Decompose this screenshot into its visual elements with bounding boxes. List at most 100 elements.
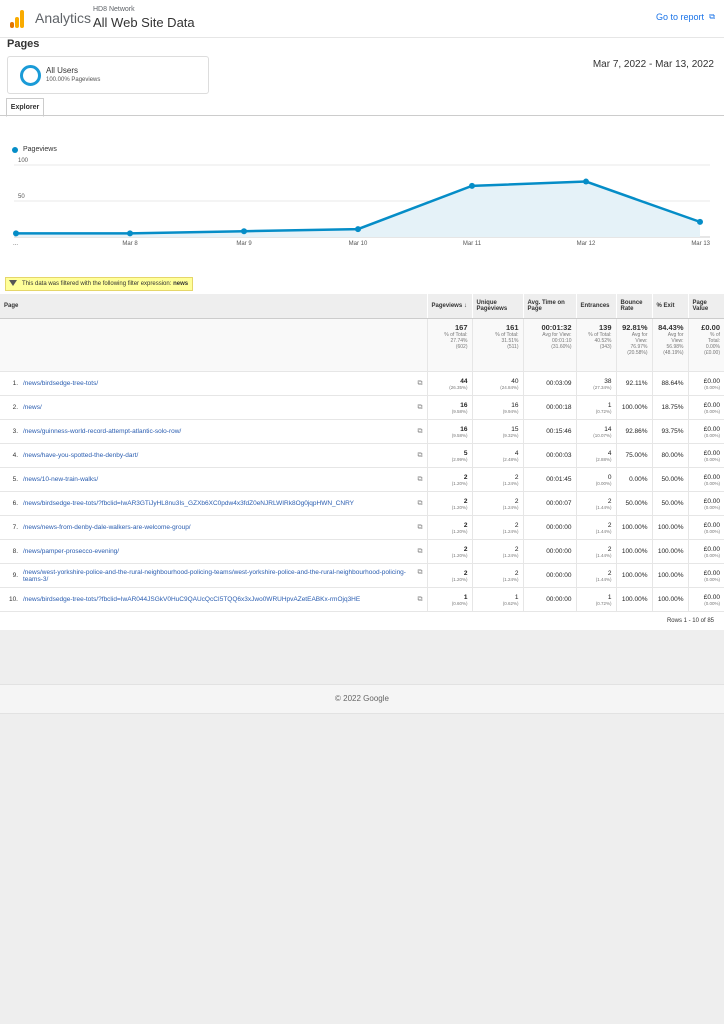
column-header[interactable]: Avg. Time on Page [523,294,577,319]
copy-icon[interactable]: ⧉ [417,547,423,555]
metric-value: 2 [463,473,468,481]
metric-cell: 5 (2.99%) [426,443,472,468]
metric-value: 100.00% [621,548,648,555]
metric-value: 00:00:00 [546,524,572,531]
property-view-name[interactable]: All Web Site Data [93,15,195,30]
page-link[interactable]: /news/guinness-world-record-attempt-atla… [23,427,182,435]
page-cell: ⧉ 6. /news/birdsedge-tree-tots/?fbclid=IwA… [0,491,427,516]
metric-percent: (9.94%) [502,408,519,414]
total-cell: 167% of Total: 27.74% (602) [426,318,472,372]
page-cell: ⧉ 5. /news/10-new-train-walks/ [0,467,427,492]
y-tick-label: 50 [18,194,25,200]
total-detail: Avg for [667,332,684,338]
metric-value: 00:01:45 [546,476,572,483]
data-point[interactable] [469,182,475,189]
total-cell: 92.81% Avg for View: 76.97% (20.58%) [615,318,652,372]
data-point[interactable] [241,228,247,235]
copy-icon[interactable]: ⧉ [417,595,423,603]
analytics-logo-icon[interactable] [10,10,24,28]
metric-cell: 80.00% [651,443,688,468]
column-header[interactable]: Entrances [576,294,617,319]
metric-percent: (0.00%) [704,456,720,462]
page-link[interactable]: /news/birdsedge-tree-tots/?fbclid=IwAR3G… [23,499,354,507]
copy-icon[interactable]: ⧉ [417,403,423,411]
metric-percent: (1.44%) [595,504,612,510]
page-link[interactable]: /news/west-yorkshire-police-and-the-rura… [23,568,406,583]
metric-percent: (1.44%) [595,576,612,582]
data-point[interactable] [127,230,133,237]
copy-icon[interactable]: ⧉ [417,451,423,459]
metric-value: 40 [511,377,519,385]
row-index: 3. [12,427,18,435]
page-link[interactable]: /news/ [23,403,42,411]
metric-value: 16 [511,401,519,409]
metric-cell: £0.00 (0.00%) [687,491,724,516]
total-value: 139 [598,323,612,332]
page-link[interactable]: /news/birdsedge-tree-tots/?fbclid=IwAR04… [23,595,361,603]
pageviews-chart: 50 100... Mar 8 Mar 9 Mar 10 Mar 11 Mar 12 Mar … [13,158,711,247]
metric-value: £0.00 [703,473,720,481]
page-link[interactable]: /news/pamper-prosecco-evening/ [23,547,120,555]
metric-cell: 2 (1.24%) [471,563,523,588]
metric-cell: 100.00% [651,539,688,564]
metric-cell: 14 (10.07%) [575,419,616,444]
metric-value: 50.00% [625,500,648,507]
copy-icon[interactable]: ⧉ [417,523,423,531]
data-point[interactable] [13,230,19,237]
metric-cell: 16 (9.58%) [426,395,472,420]
copy-icon[interactable]: ⧉ [417,499,423,507]
table-row: ⧉ 4. /news/have-you-spotted-the-denby-dart… [0,443,724,468]
metric-cell: £0.00 (0.00%) [687,467,724,492]
filter-icon [9,280,17,286]
metric-value: 100.00% [621,404,648,411]
header-bar: Analytics HD8 Network All Web Site Data … [0,0,724,38]
column-header[interactable]: Page Value [688,294,724,319]
metric-cell: 0 (0.00%) [575,467,616,492]
total-detail: Avg for [631,332,648,338]
column-header[interactable]: Unique Pageviews [472,294,524,319]
metric-cell: 100.00% [615,563,652,588]
column-header[interactable]: % Exit [652,294,689,319]
metric-value: 2 [514,473,519,481]
row-index: 9. [12,572,18,580]
data-point[interactable] [583,178,589,185]
page-link[interactable]: /news/10-new-train-walks/ [23,475,99,483]
metric-value: 00:00:00 [546,596,572,603]
metric-value: 0.00% [629,476,648,483]
total-detail: % of Total: [444,332,468,338]
copy-icon[interactable]: ⧉ [417,568,423,576]
metric-cell: £0.00 (0.00%) [687,395,724,420]
row-index: 1. [12,379,18,387]
go-to-report-link[interactable]: Go to report [655,12,704,22]
metric-percent: (1.24%) [502,480,519,486]
metric-percent: (0.72%) [595,408,612,414]
metric-cell: 2 (1.24%) [471,491,523,516]
copy-icon[interactable]: ⧉ [417,475,423,483]
column-header[interactable]: Page [0,294,428,319]
data-point[interactable] [355,226,361,233]
metric-cell: 50.00% [651,491,688,516]
metric-percent: (24.84%) [500,384,519,390]
page-link[interactable]: /news/news-from-denby-dale-walkers-are-w… [23,523,191,531]
metric-value: 0 [607,473,612,481]
column-header[interactable]: Pageviews ↓ [427,294,473,319]
data-point[interactable] [697,218,703,225]
metric-cell: 44 (26.35%) [426,371,472,396]
column-header[interactable]: Bounce Rate [616,294,653,319]
metric-percent: (0.60%) [451,600,468,606]
page-link[interactable]: /news/have-you-spotted-the-denby-dart/ [23,451,139,459]
segment-card-all-users[interactable]: All Users 100.00% Pageviews [7,56,209,94]
page-link[interactable]: /news/birdsedge-tree-tots/ [23,379,99,387]
metric-percent: (0.00%) [704,576,720,582]
metric-value: 2 [514,545,519,553]
metric-value: 100.00% [657,548,684,555]
date-range-selector[interactable]: Mar 7, 2022 - Mar 13, 2022 [592,59,714,70]
metric-cell: 2 (1.20%) [426,491,472,516]
metric-percent: (0.62%) [502,600,519,606]
copy-icon[interactable]: ⧉ [417,427,423,435]
copy-icon[interactable]: ⧉ [417,379,423,387]
x-tick-label: Mar 8 [122,241,138,247]
metric-percent: (9.58%) [451,408,468,414]
total-detail: 00:01:10 [552,338,572,344]
tab-explorer[interactable]: Explorer [6,98,44,117]
